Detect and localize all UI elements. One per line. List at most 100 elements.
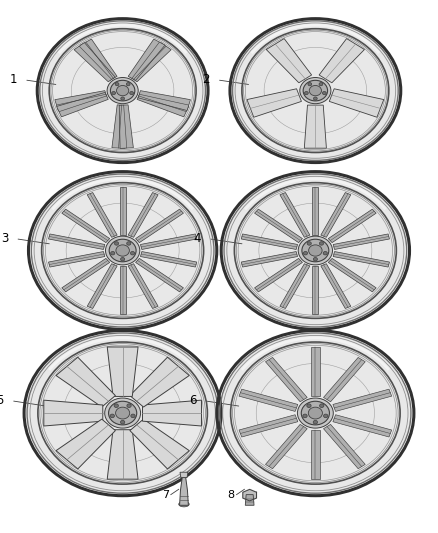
Polygon shape [128, 192, 158, 237]
Ellipse shape [127, 404, 131, 408]
Ellipse shape [313, 257, 318, 261]
Polygon shape [324, 358, 365, 402]
Ellipse shape [40, 21, 205, 160]
Text: 7: 7 [162, 490, 169, 499]
Polygon shape [120, 188, 126, 235]
Ellipse shape [112, 92, 116, 95]
Polygon shape [333, 389, 392, 411]
Ellipse shape [109, 239, 136, 262]
Ellipse shape [224, 174, 407, 327]
Polygon shape [241, 252, 297, 267]
Polygon shape [333, 415, 392, 437]
Ellipse shape [313, 421, 318, 424]
Polygon shape [138, 91, 191, 110]
Ellipse shape [27, 333, 218, 493]
Polygon shape [49, 252, 105, 267]
Ellipse shape [308, 407, 322, 419]
Ellipse shape [309, 245, 322, 256]
Ellipse shape [309, 85, 321, 96]
Ellipse shape [126, 83, 130, 86]
Polygon shape [254, 259, 302, 292]
Polygon shape [280, 192, 310, 237]
Polygon shape [311, 347, 320, 397]
Ellipse shape [298, 236, 332, 265]
Polygon shape [142, 400, 201, 426]
Polygon shape [120, 266, 126, 313]
Polygon shape [62, 209, 110, 243]
Polygon shape [243, 489, 257, 501]
Polygon shape [241, 234, 297, 249]
Polygon shape [265, 358, 307, 402]
Ellipse shape [131, 252, 134, 255]
Polygon shape [136, 209, 184, 243]
Polygon shape [130, 419, 189, 469]
Ellipse shape [31, 174, 214, 327]
Polygon shape [137, 92, 189, 117]
Ellipse shape [324, 414, 328, 418]
Ellipse shape [320, 404, 324, 408]
Ellipse shape [307, 242, 311, 245]
Polygon shape [280, 264, 310, 309]
Polygon shape [128, 39, 165, 80]
Polygon shape [141, 234, 197, 249]
Ellipse shape [107, 77, 138, 104]
Polygon shape [333, 234, 389, 249]
Ellipse shape [307, 404, 311, 408]
Ellipse shape [304, 92, 308, 95]
Polygon shape [128, 264, 158, 309]
Polygon shape [265, 424, 307, 469]
Ellipse shape [110, 80, 135, 101]
Polygon shape [56, 357, 115, 407]
Ellipse shape [303, 414, 307, 418]
Ellipse shape [308, 83, 312, 86]
Polygon shape [239, 415, 298, 437]
Ellipse shape [116, 245, 129, 256]
Ellipse shape [319, 242, 324, 245]
Ellipse shape [114, 404, 118, 408]
Polygon shape [57, 92, 108, 117]
Text: 1: 1 [9, 74, 17, 86]
Ellipse shape [304, 252, 307, 255]
Text: 4: 4 [193, 232, 201, 245]
Polygon shape [62, 259, 110, 292]
Ellipse shape [323, 252, 327, 255]
Ellipse shape [111, 252, 115, 255]
Polygon shape [311, 430, 320, 479]
Ellipse shape [319, 83, 323, 86]
Polygon shape [266, 38, 311, 83]
Ellipse shape [322, 92, 326, 95]
Polygon shape [55, 91, 107, 110]
Polygon shape [112, 105, 126, 148]
Polygon shape [87, 192, 117, 237]
Polygon shape [130, 357, 189, 407]
Ellipse shape [314, 97, 317, 100]
Ellipse shape [110, 414, 114, 418]
Ellipse shape [127, 242, 131, 245]
Ellipse shape [130, 92, 134, 95]
Polygon shape [254, 209, 302, 243]
Ellipse shape [220, 333, 411, 493]
Ellipse shape [116, 407, 130, 419]
Ellipse shape [179, 502, 189, 507]
Polygon shape [329, 89, 384, 117]
Polygon shape [304, 105, 326, 148]
Ellipse shape [303, 80, 328, 101]
Ellipse shape [120, 421, 125, 424]
Polygon shape [239, 389, 298, 411]
Ellipse shape [109, 401, 137, 425]
Polygon shape [107, 430, 138, 479]
Polygon shape [321, 192, 351, 237]
Polygon shape [49, 234, 105, 249]
Polygon shape [74, 43, 115, 82]
Text: 3: 3 [1, 232, 8, 245]
Ellipse shape [121, 97, 124, 100]
Ellipse shape [114, 242, 119, 245]
Ellipse shape [106, 236, 140, 265]
Ellipse shape [301, 401, 329, 425]
Ellipse shape [297, 398, 333, 428]
Polygon shape [107, 347, 138, 397]
Polygon shape [245, 495, 254, 505]
Polygon shape [319, 38, 364, 83]
Ellipse shape [105, 398, 141, 428]
Text: 8: 8 [228, 490, 235, 499]
